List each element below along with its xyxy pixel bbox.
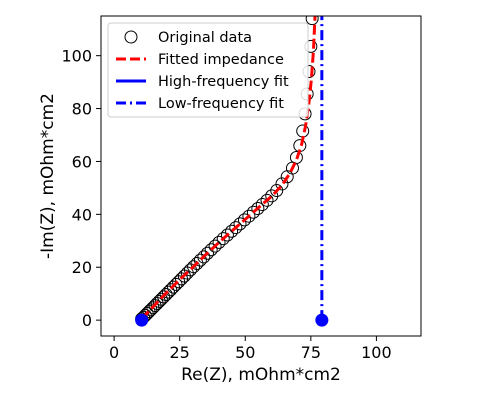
y-tick-label: 20 [72, 258, 92, 277]
y-tick-label: 0 [82, 311, 92, 330]
x-axis-label: Re(Z), mOhm*cm2 [181, 365, 341, 385]
legend-label-fitted-impedance: Fitted impedance [158, 52, 284, 68]
x-tick-label: 50 [235, 343, 255, 362]
y-tick-label: 80 [72, 100, 92, 119]
legend-label-high-frequency-fit: High-frequency fit [158, 74, 289, 90]
high-frequency-fit-point [135, 314, 148, 327]
legend-label-original-data: Original data [158, 30, 252, 46]
y-axis-label: -Im(Z), mOhm*cm2 [38, 93, 58, 259]
low-frequency-fit-point [315, 314, 328, 327]
x-tick-label: 0 [109, 343, 119, 362]
y-tick-label: 40 [72, 205, 92, 224]
x-tick-label: 25 [170, 343, 190, 362]
x-tick-label: 75 [301, 343, 321, 362]
x-tick-label: 100 [361, 343, 392, 362]
y-tick-label: 60 [72, 152, 92, 171]
y-tick-label: 100 [61, 47, 92, 66]
legend: Original data Fitted impedance High-freq… [108, 23, 308, 117]
legend-label-low-frequency-fit: Low-frequency fit [158, 96, 284, 112]
